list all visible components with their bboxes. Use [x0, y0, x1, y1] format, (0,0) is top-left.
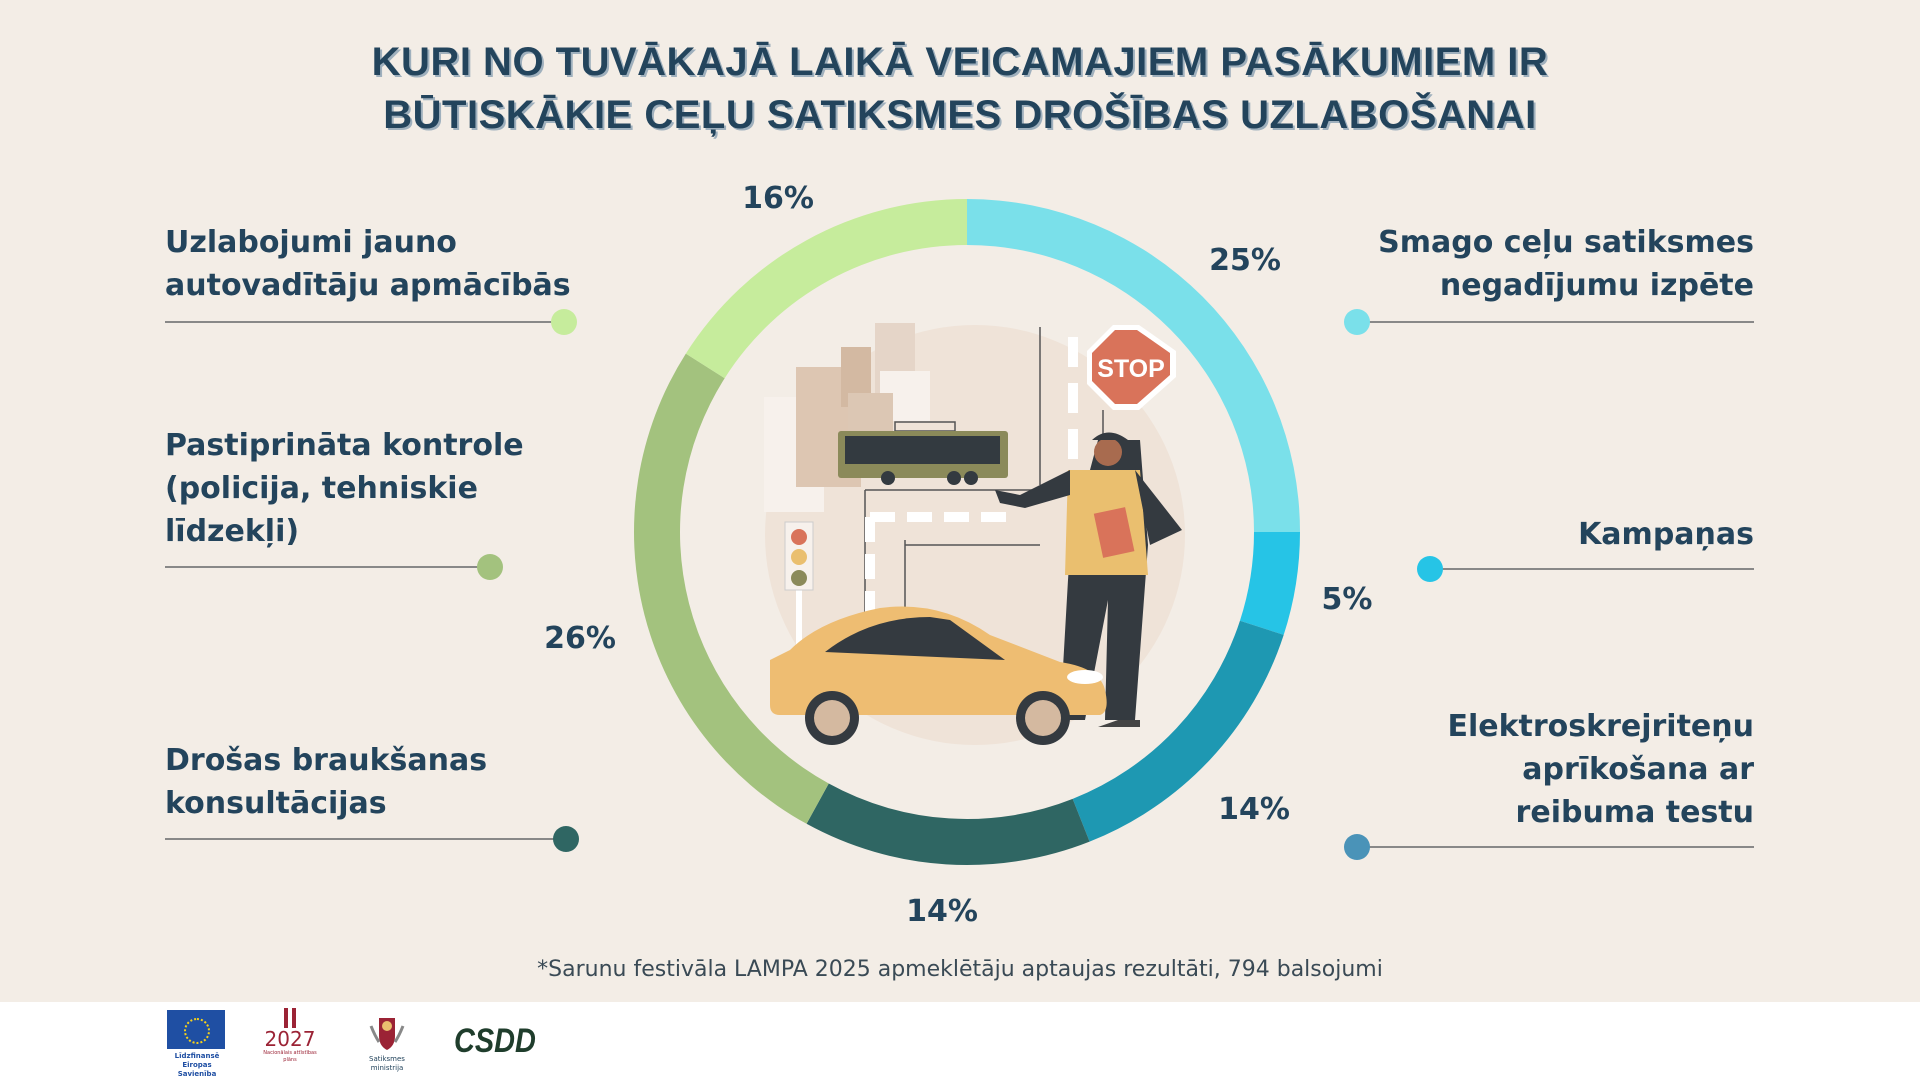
legend-leader-line	[165, 838, 566, 840]
legend-dot	[1417, 556, 1443, 582]
data-label: 26%	[544, 621, 616, 656]
donut-segment	[633, 353, 829, 824]
legend-dot	[551, 309, 577, 335]
legend-label-line: Smago ceļu satiksmes	[1378, 225, 1754, 260]
bus-icon	[838, 421, 1008, 485]
legend-label: Pastiprināta kontrole (policija, tehniski…	[165, 424, 524, 553]
csdd-logo: CSDD	[454, 1022, 536, 1060]
legend-label-line: Uzlabojumi jauno	[165, 225, 457, 260]
legend-leader-line	[165, 566, 490, 568]
title-line-1: KURI NO TUVĀKAJĀ LAIKĀ VEICAMAJIEM PASĀK…	[371, 40, 1549, 84]
legend-label: Drošas braukšanas konsultācijas	[165, 739, 487, 825]
legend-label-line: līdzekļi)	[165, 514, 300, 549]
donut-segment	[1239, 532, 1300, 635]
legend-label: Smago ceļu satiksmes negadījumu izpēte	[1378, 221, 1754, 307]
legend-leader-line	[1430, 568, 1754, 570]
donut-segment	[1072, 620, 1284, 842]
legend-label-line: autovadītāju apmācībās	[165, 268, 571, 303]
donut-segment	[967, 199, 1300, 532]
legend-label-line: konsultācijas	[165, 786, 387, 821]
footnote: *Sarunu festivāla LAMPA 2025 apmeklētāju…	[537, 957, 1383, 982]
legend-label-line: Kampaņas	[1578, 517, 1754, 552]
eu-flag-icon	[167, 1010, 225, 1049]
car-icon	[770, 606, 1107, 745]
title-line-2: BŪTISKĀKIE CEĻU SATIKSMES DROŠĪBAS UZLAB…	[383, 93, 1537, 137]
nap-2027-logo: 2027 Nacionālais attīstības plāns	[262, 1008, 318, 1064]
legend-label: Kampaņas	[1578, 513, 1754, 556]
eu-logo: Līdzfinansē Eiropas Savienība	[167, 1010, 227, 1079]
nap-bars-icon	[284, 1008, 296, 1028]
data-label: 14%	[906, 894, 978, 929]
legend-dot	[1344, 834, 1370, 860]
legend-dot	[477, 554, 503, 580]
coat-of-arms-icon	[369, 1018, 405, 1050]
legend-label-line: aprīkošana ar	[1522, 752, 1754, 787]
traffic-light-icon	[784, 521, 814, 650]
stop-sign-icon: STOP	[1087, 325, 1176, 470]
donut-chart: STOP 25% 5% 14% 14% 26% 16%	[544, 181, 1373, 929]
legend-label-line: Pastiprināta kontrole	[165, 428, 524, 463]
footer: Līdzfinansē Eiropas Savienība 2027 Nacio…	[0, 1002, 1920, 1080]
legend-label-line: reibuma testu	[1515, 795, 1754, 830]
legend-leader-line	[1357, 846, 1754, 848]
data-label: 14%	[1218, 792, 1290, 827]
legend-leader-line	[1357, 321, 1754, 323]
legend-label-line: Elektroskrejriteņu	[1447, 709, 1754, 744]
traffic-officer-icon	[995, 432, 1182, 727]
stop-sign-text: STOP	[1097, 355, 1165, 383]
data-label: 16%	[742, 181, 814, 216]
donut-segment	[806, 783, 1090, 865]
legend-label-line: (policija, tehniskie	[165, 471, 478, 506]
traffic-illustration: STOP	[764, 323, 1185, 745]
legend-leader-line	[165, 321, 564, 323]
legend-label-line: Drošas braukšanas	[165, 743, 488, 778]
legend-label: Uzlabojumi jauno autovadītāju apmācībās	[165, 221, 571, 307]
data-label: 25%	[1209, 243, 1281, 278]
page-title: KURI NO TUVĀKAJĀ LAIKĀ VEICAMAJIEM PASĀK…	[0, 36, 1920, 142]
donut-segment	[685, 199, 967, 379]
legend-dot	[1344, 309, 1370, 335]
legend-label-line: negadījumu izpēte	[1439, 268, 1754, 303]
ministry-logo: Satiksmes ministrija	[352, 1012, 422, 1073]
legend-dot	[553, 826, 579, 852]
legend-label: Elektroskrejriteņu aprīkošana ar reibuma t…	[1447, 705, 1754, 834]
data-label: 5%	[1322, 582, 1373, 617]
